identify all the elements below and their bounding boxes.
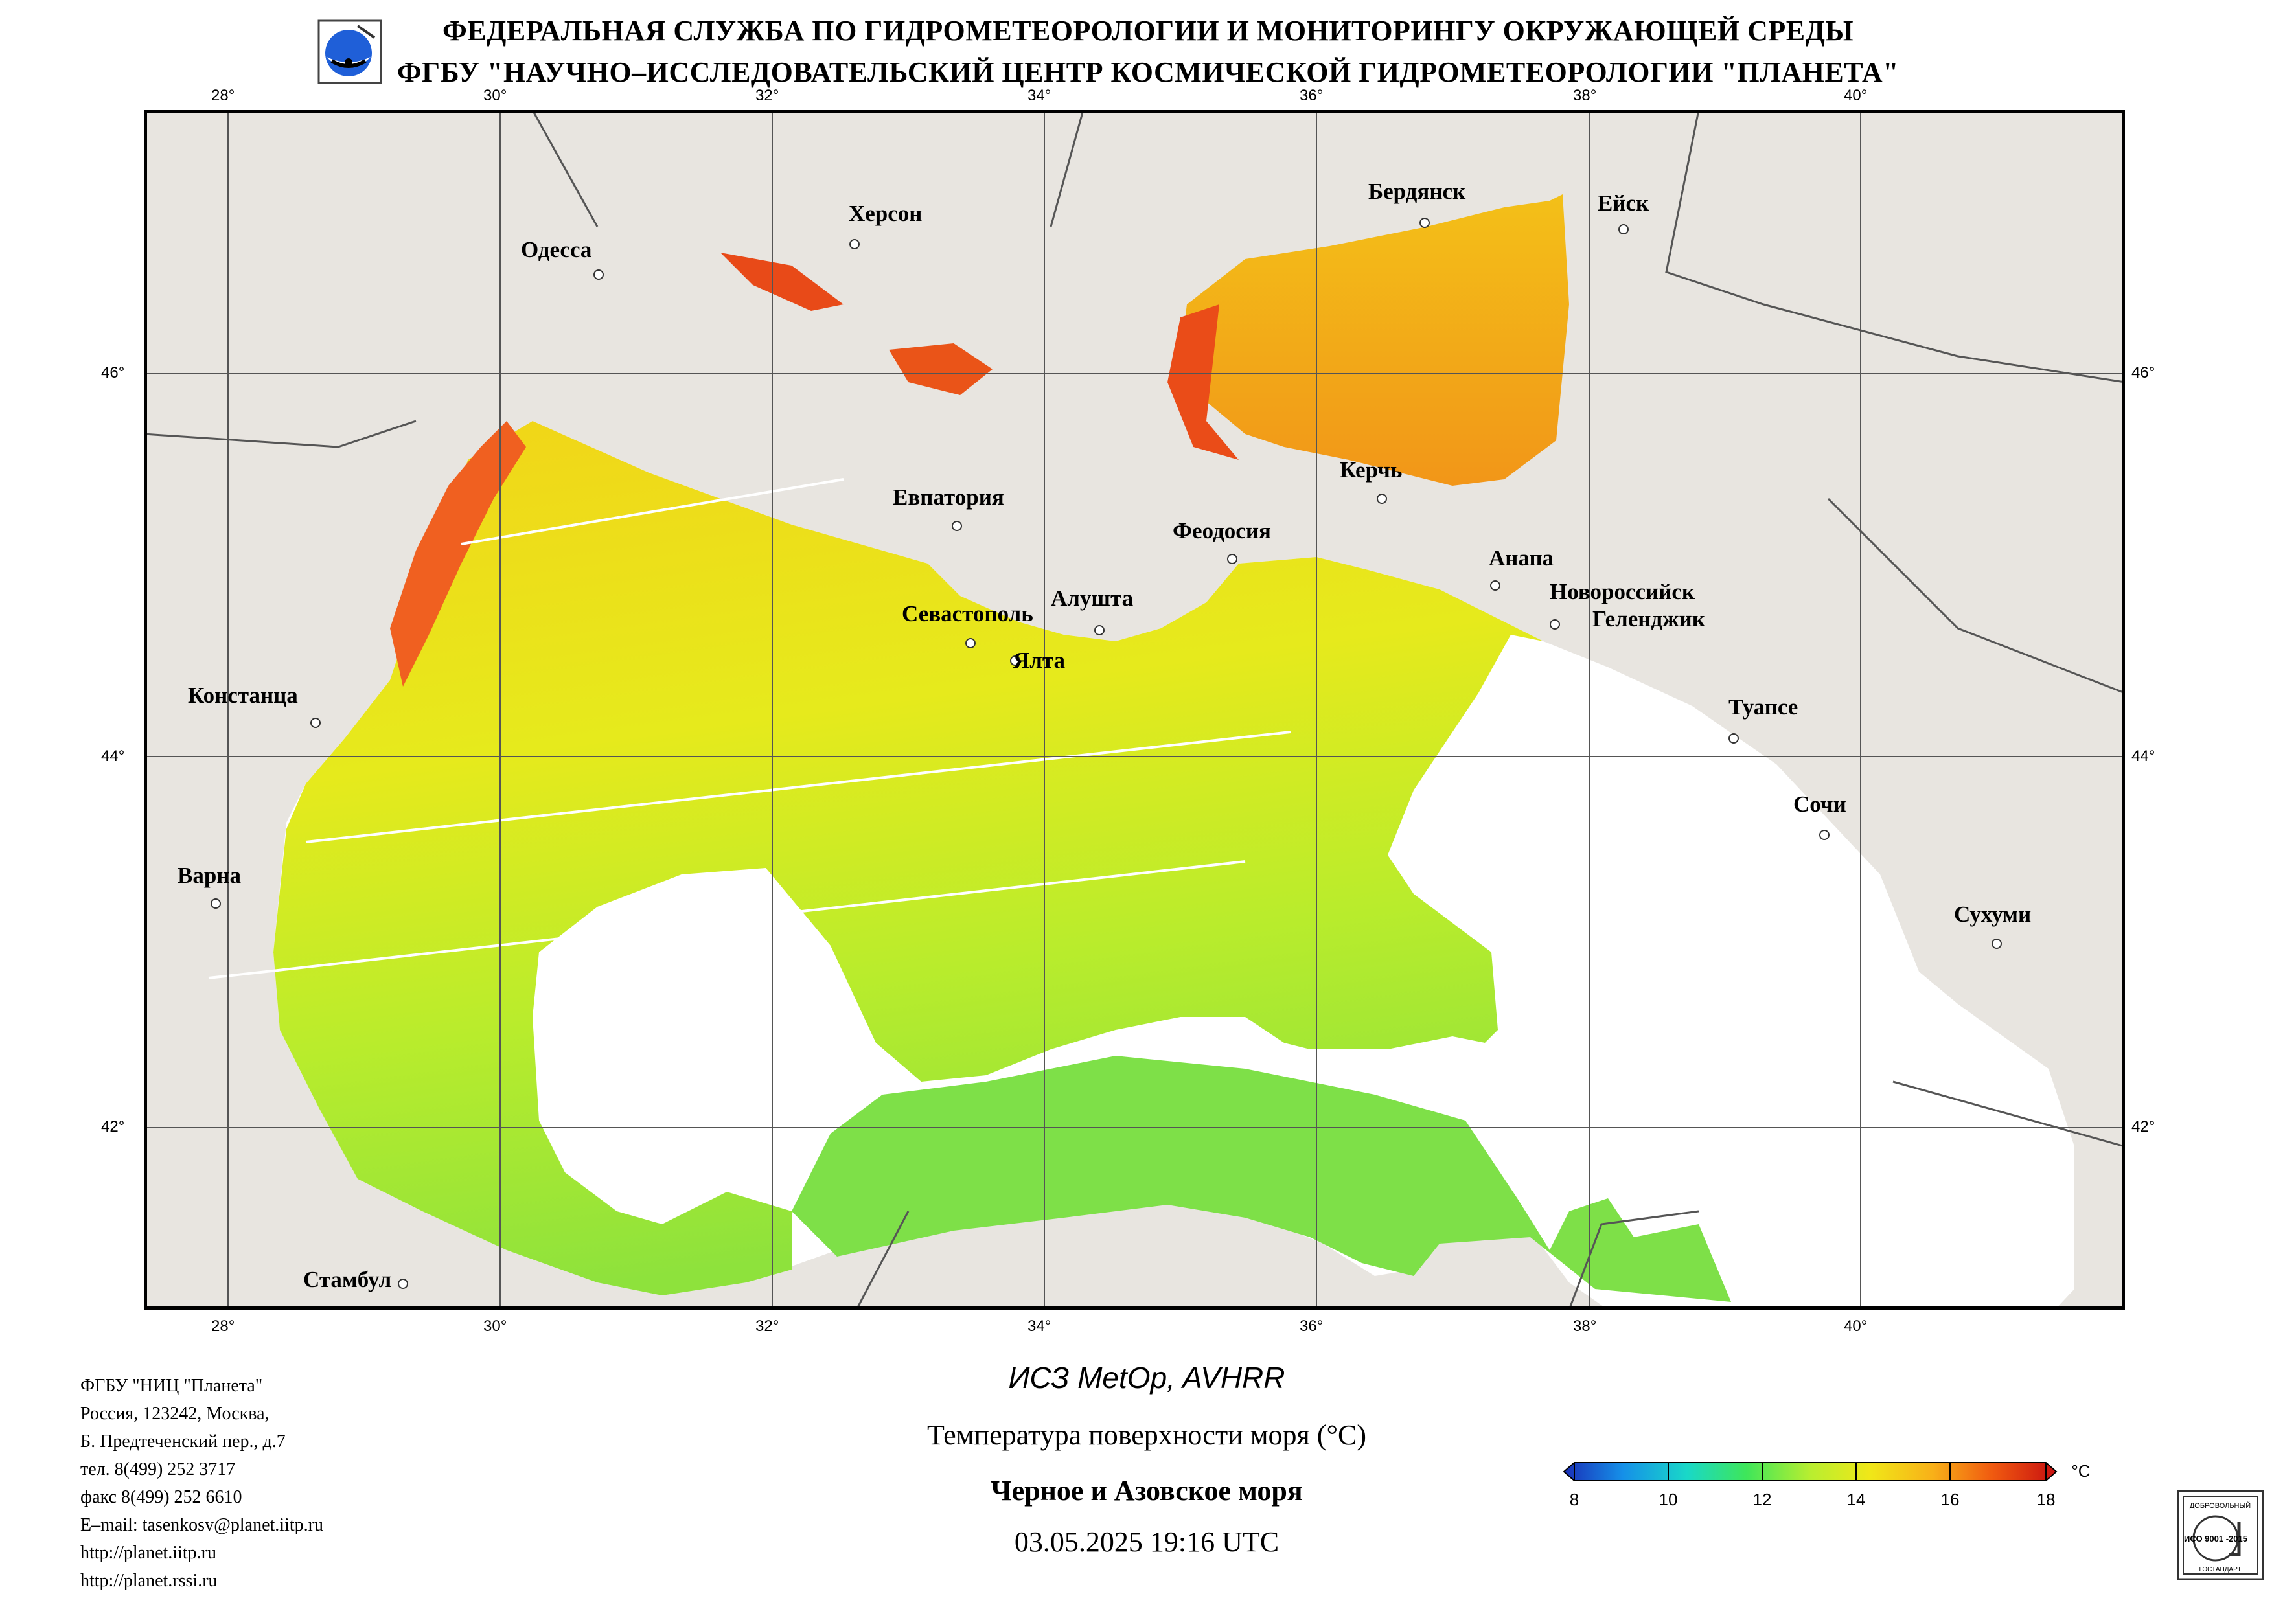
lon-label-top-40: 40° [1844,87,1868,104]
lat-label-left-46: 46° [101,364,125,382]
city-label: Стамбул [303,1267,392,1292]
colorbar-tick: 18 [2037,1490,2056,1509]
footer-org: ФГБУ "НИЦ "Планета" [80,1376,263,1396]
city-label: Геленджик [1592,606,1705,632]
colorbar: 8 10 12 14 16 18 °C [1563,1461,2091,1509]
svg-text:ИСО 9001 -2015: ИСО 9001 -2015 [2184,1534,2247,1544]
city-label: Варна [178,863,241,888]
footer-address-1: Россия, 123242, Москва, [80,1404,270,1424]
lon-label-bottom-34: 34° [1027,1317,1051,1335]
svg-text:ГОСТАНДАРТ: ГОСТАНДАРТ [2199,1566,2242,1573]
parameter-label: Температура поверхности моря (°C) [926,1419,1367,1451]
lon-label-bottom-40: 40° [1844,1317,1868,1335]
borders [144,110,2125,1310]
azov-sea [1180,194,1569,486]
lat-label-left-42: 42° [101,1118,125,1135]
city-label: Херсон [849,201,923,226]
lon-label-top-38: 38° [1573,87,1597,104]
colorbar-bar [1563,1462,2058,1481]
warm-coast-west [390,421,526,687]
satellite-label: ИСЗ MetOp, AVHRR [1008,1361,1285,1395]
colorbar-tick: 10 [1659,1490,1678,1509]
city-label: Сочи [1793,792,1846,817]
city-label: Туапсе [1728,694,1798,720]
lon-label-bottom-36: 36° [1300,1317,1324,1335]
datetime-label: 03.05.2025 19:16 UTC [1014,1526,1280,1558]
lon-label-top-34: 34° [1027,87,1051,104]
city-label: Севастополь [902,601,1033,626]
planeta-logo-icon [317,19,382,84]
city-label: Бердянск [1368,179,1466,204]
colorbar-tick: 16 [1941,1490,1960,1509]
city-label: Керчь [1340,457,1403,483]
lat-label-left-44: 44° [101,747,125,765]
header-line-1: ФЕДЕРАЛЬНАЯ СЛУЖБА ПО ГИДРОМЕТЕОРОЛОГИИ … [442,15,1854,47]
colorbar-tick: 8 [1570,1490,1579,1509]
city-label: Ялта [1013,648,1066,673]
city-label: Одесса [521,237,592,262]
city-label: Евпатория [893,484,1004,510]
lon-label-bottom-30: 30° [483,1317,507,1335]
colorbar-tick: 12 [1753,1490,1772,1509]
footer-url-1[interactable]: http://planet.iitp.ru [80,1543,216,1563]
lat-label-right-46: 46° [2131,364,2155,382]
lon-label-top-30: 30° [483,87,507,104]
footer-phone: тел. 8(499) 252 3717 [80,1459,236,1479]
city-label: Алушта [1051,586,1134,611]
lon-label-bottom-28: 28° [211,1317,235,1335]
city-label: Ейск [1598,190,1649,216]
warm-coast-north [720,253,844,311]
footer-contacts: ФГБУ "НИЦ "Планета" Россия, 123242, Моск… [80,1372,323,1595]
region-label: Черное и Азовское моря [991,1475,1303,1507]
city-markers [211,218,2002,1289]
footer-fax: факс 8(499) 252 6610 [80,1487,242,1507]
iso-certificate-icon: ДОБРОВОЛЬНЫЙ ИСО 9001 -2015 ГОСТАНДАРТ [2177,1490,2264,1580]
city-label: Сухуми [1954,902,2032,927]
city-label: Феодосия [1173,518,1271,543]
sst-map [144,110,2125,1310]
sst-west [273,421,1543,1295]
footer-address-2: Б. Предтеченский пер., д.7 [80,1431,286,1452]
sst-south [792,1056,1731,1302]
lon-label-bottom-32: 32° [755,1317,779,1335]
colorbar-tick: 14 [1847,1490,1866,1509]
city-label: Анапа [1489,545,1554,571]
graticule [144,110,2125,1310]
header-line-2: ФГБУ "НАУЧНО–ИССЛЕДОВАТЕЛЬСКИЙ ЦЕНТР КОС… [396,56,1900,88]
lon-label-top-32: 32° [755,87,779,104]
lon-label-bottom-38: 38° [1573,1317,1597,1335]
lon-label-top-36: 36° [1300,87,1324,104]
city-label: Новороссийск [1550,579,1695,604]
colorbar-unit: °C [2071,1461,2090,1481]
warm-azov-west [1167,304,1239,460]
svg-text:ДОБРОВОЛЬНЫЙ: ДОБРОВОЛЬНЫЙ [2190,1501,2251,1510]
lat-label-right-44: 44° [2131,747,2155,765]
lat-label-right-42: 42° [2131,1118,2155,1135]
footer-email[interactable]: E–mail: tasenkosv@planet.iitp.ru [80,1515,323,1535]
warm-karkinit [889,343,993,395]
lon-label-top-28: 28° [211,87,235,104]
city-label: Констанца [188,683,298,708]
footer-url-2[interactable]: http://planet.rssi.ru [80,1571,218,1591]
